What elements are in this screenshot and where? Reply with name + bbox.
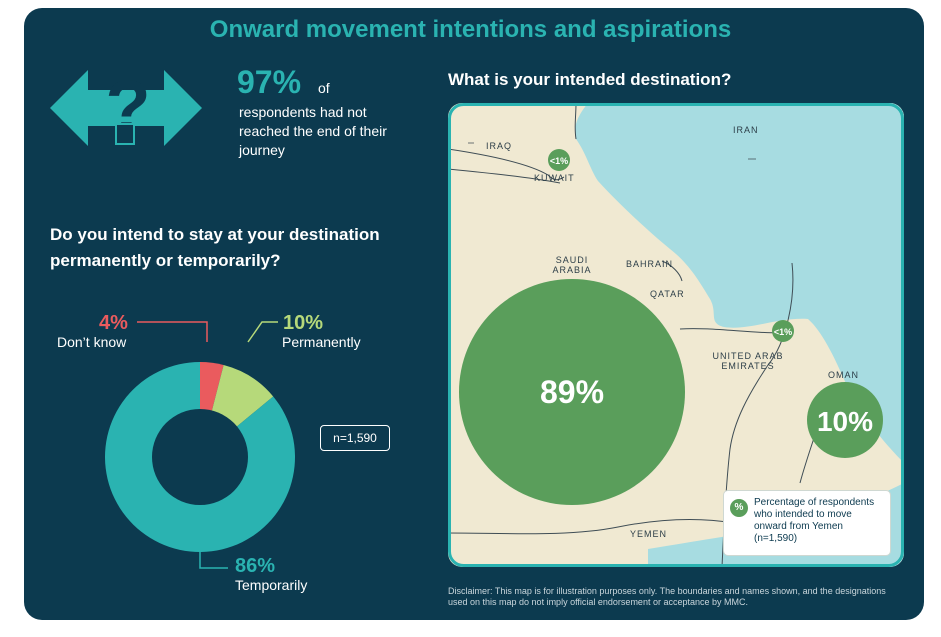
bubble-kuwait-label: <1% — [550, 156, 568, 166]
temporary-percent: 86% — [235, 555, 276, 577]
destination-map: IRAQ IRAN KUWAIT SAUDI ARABIA BAHRAIN QA… — [448, 103, 904, 567]
destination-question: What is your intended destination? — [448, 70, 732, 89]
uae-label-line2: EMIRATES — [721, 361, 774, 371]
map-legend: % Percentage of respondents who intended… — [723, 490, 891, 556]
dontknow-percent: 4% — [99, 312, 128, 334]
kuwait-label: KUWAIT — [534, 173, 575, 183]
permanent-percent: 10% — [283, 312, 324, 334]
saudi-label-line2: ARABIA — [552, 265, 591, 275]
journey-percent: 97% — [237, 64, 302, 100]
bubble-oman-label: 10% — [817, 406, 873, 437]
iran-label: IRAN — [733, 125, 759, 135]
journey-of: of — [318, 80, 330, 96]
percent-symbol-icon: % — [730, 499, 748, 517]
dontknow-label: Don’t know — [57, 334, 127, 350]
iraq-label: IRAQ — [486, 141, 512, 151]
dontknow-leader — [137, 321, 208, 342]
donut-chart — [105, 321, 295, 569]
bubble-oman — [807, 382, 883, 458]
bubble-saudi-label: 89% — [540, 374, 604, 410]
oman-label: OMAN — [828, 370, 859, 380]
bubble-uae-label: <1% — [774, 327, 792, 337]
temporary-leader — [199, 532, 228, 569]
map-frame — [448, 103, 904, 567]
journey-text: respondents had not reached the end of t… — [239, 104, 387, 158]
uae-label-line1: UNITED ARAB — [712, 351, 783, 361]
qatar-label: QATAR — [650, 289, 685, 299]
bubble-saudi — [459, 279, 685, 505]
yemen-label: YEMEN — [630, 529, 667, 539]
donut-hole — [152, 409, 248, 505]
question-arrows-icon: ? — [50, 68, 202, 148]
sample-size-badge: n=1,590 — [320, 425, 390, 451]
bahrain-label: BAHRAIN — [626, 259, 673, 269]
page-title: Onward movement intentions and aspiratio… — [209, 16, 732, 43]
permanent-leader — [247, 321, 278, 343]
stay-question: Do you intend to stay at your destinatio… — [50, 225, 380, 270]
legend-text: Percentage of respondents who intended t… — [754, 497, 875, 544]
bubble-kuwait — [548, 149, 570, 171]
temporary-label: Temporarily — [235, 577, 308, 593]
map-disclaimer: Disclaimer: This map is for illustration… — [448, 586, 886, 607]
saudi-label-line1: SAUDI — [556, 255, 589, 265]
permanent-label: Permanently — [282, 334, 361, 350]
bubble-uae — [772, 320, 794, 342]
gulf-sea — [574, 103, 904, 463]
